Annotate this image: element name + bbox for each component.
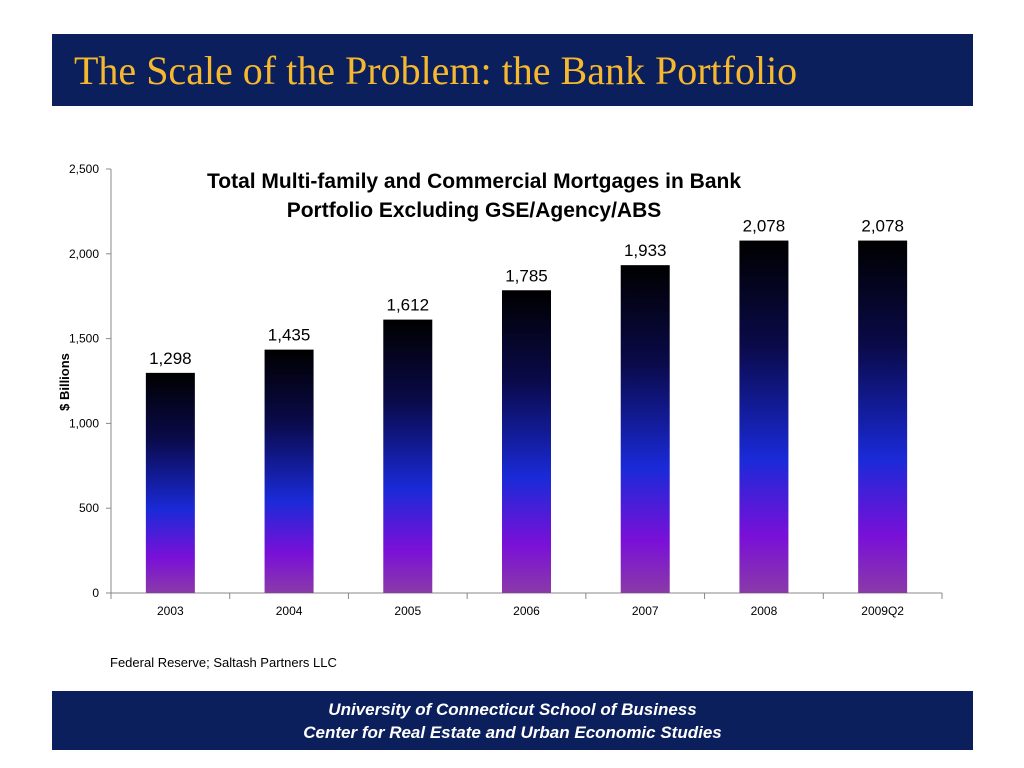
footer-line-2: Center for Real Estate and Urban Economi… (303, 722, 722, 742)
source-note: Federal Reserve; Saltash Partners LLC (110, 655, 337, 670)
chart-title-line-1: Total Multi-family and Commercial Mortga… (207, 170, 741, 193)
chart-title-line-2: Portfolio Excluding GSE/Agency/ABS (287, 199, 662, 222)
bar (264, 349, 314, 593)
x-tick-label: 2008 (751, 604, 778, 618)
y-tick-label: 1,000 (69, 416, 99, 430)
y-tick-label: 1,500 (69, 332, 99, 346)
bar (145, 372, 195, 593)
bar (502, 290, 551, 593)
bar (739, 240, 789, 593)
bar-value-label: 1,785 (505, 266, 548, 285)
bar (858, 240, 908, 593)
bar-value-label: 1,612 (387, 296, 430, 315)
footer-line-1: University of Connecticut School of Busi… (328, 699, 697, 719)
x-tick-label: 2003 (157, 604, 184, 618)
bar-value-label: 1,435 (268, 326, 311, 345)
bar-chart: Total Multi-family and Commercial Mortga… (57, 162, 943, 618)
bar-value-label: 1,298 (149, 349, 192, 368)
y-tick-label: 2,500 (69, 162, 99, 176)
bar-value-label: 1,933 (624, 241, 667, 260)
x-tick-label: 2005 (394, 604, 421, 618)
slide-title: The Scale of the Problem: the Bank Portf… (74, 47, 798, 93)
bar (620, 265, 670, 593)
footer-bar: University of Connecticut School of Busi… (52, 691, 973, 750)
y-tick-label: 2,000 (69, 247, 99, 261)
x-tick-label: 2006 (513, 604, 540, 618)
y-tick-label: 0 (92, 586, 99, 600)
x-tick-label: 2007 (632, 604, 659, 618)
bar-value-label: 2,078 (861, 217, 904, 236)
x-tick-label: 2009Q2 (861, 604, 904, 618)
y-tick-label: 500 (79, 501, 99, 515)
x-tick-label: 2004 (276, 604, 303, 618)
y-axis-label: $ Billions (57, 353, 72, 411)
header-bar: The Scale of the Problem: the Bank Portf… (52, 34, 973, 106)
bar (383, 319, 433, 593)
bar-value-label: 2,078 (743, 217, 786, 236)
